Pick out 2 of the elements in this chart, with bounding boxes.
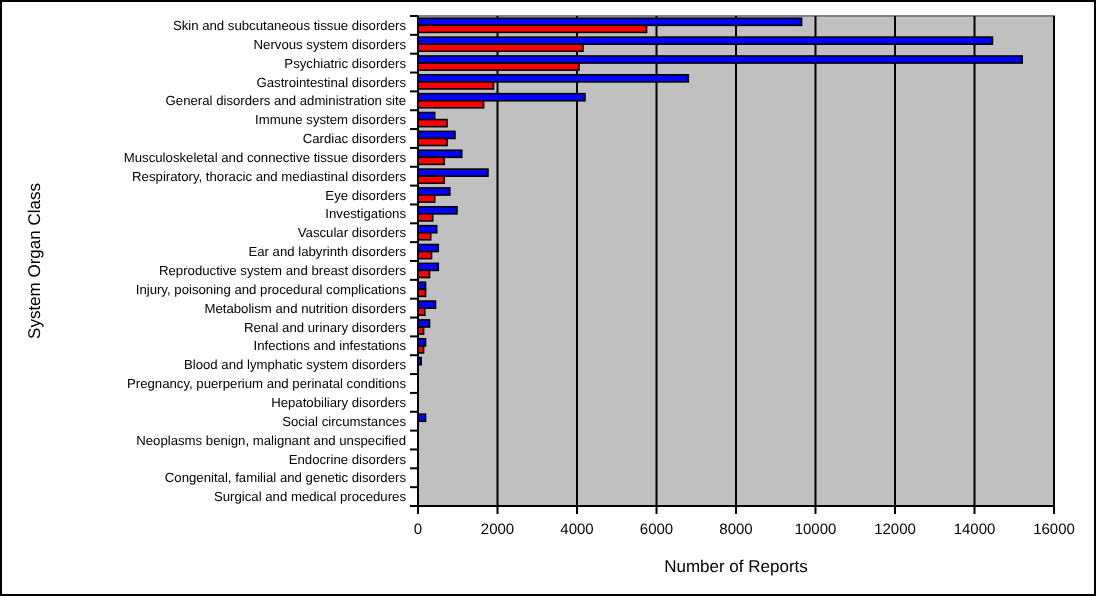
x-axis-title: Number of Reports: [664, 556, 808, 576]
y-axis-title: System Organ Class: [24, 183, 44, 339]
